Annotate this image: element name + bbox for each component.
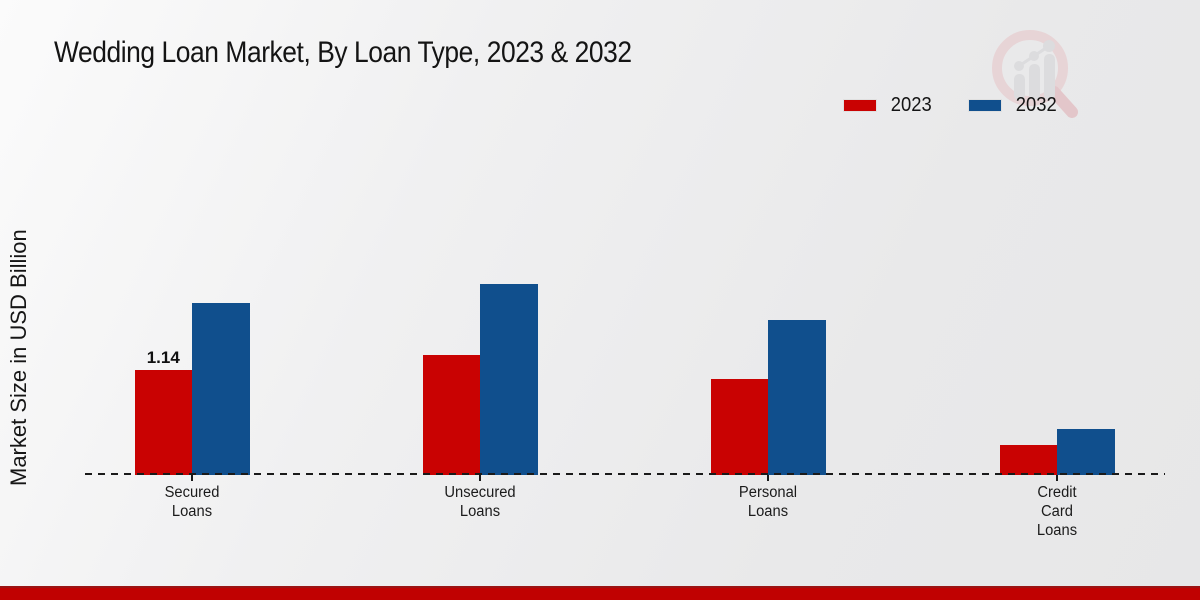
bar-2023-secured-loans	[134, 370, 192, 475]
bar-2023-credit-card-loans	[999, 444, 1057, 475]
chart-title: Wedding Loan Market, By Loan Type, 2023 …	[54, 36, 632, 69]
x-axis-tick	[191, 475, 193, 481]
legend: 2023 2032	[843, 94, 1058, 117]
x-axis-tick	[767, 475, 769, 481]
x-axis-tick	[479, 475, 481, 481]
x-axis-category-label: Secured Loans	[164, 484, 220, 520]
legend-swatch-2023	[843, 99, 877, 112]
legend-label: 2023	[890, 94, 932, 116]
legend-item-2023: 2023	[843, 94, 934, 117]
x-axis-category-label: Unsecured Loans	[444, 484, 516, 520]
bar-data-label: 1.14	[146, 348, 180, 368]
bar-2032-credit-card-loans	[1057, 429, 1115, 475]
bar-2023-unsecured-loans	[422, 355, 480, 475]
market-research-magnifier-logo-icon	[992, 30, 1078, 118]
x-axis-category-label: Personal Loans	[738, 484, 798, 520]
legend-swatch-2032	[967, 99, 1002, 112]
bar-2032-unsecured-loans	[480, 283, 538, 475]
x-axis-baseline	[85, 473, 1165, 475]
bar-2032-personal-loans	[768, 320, 826, 475]
legend-item-2032: 2032	[967, 94, 1059, 117]
bar-2032-secured-loans	[192, 302, 250, 475]
footer-accent-bar	[0, 586, 1200, 600]
x-axis-category-label: Credit Card Loans	[1036, 484, 1078, 539]
bar-2023-personal-loans	[710, 379, 768, 475]
x-axis-tick	[1056, 475, 1058, 481]
legend-label: 2032	[1015, 94, 1057, 116]
